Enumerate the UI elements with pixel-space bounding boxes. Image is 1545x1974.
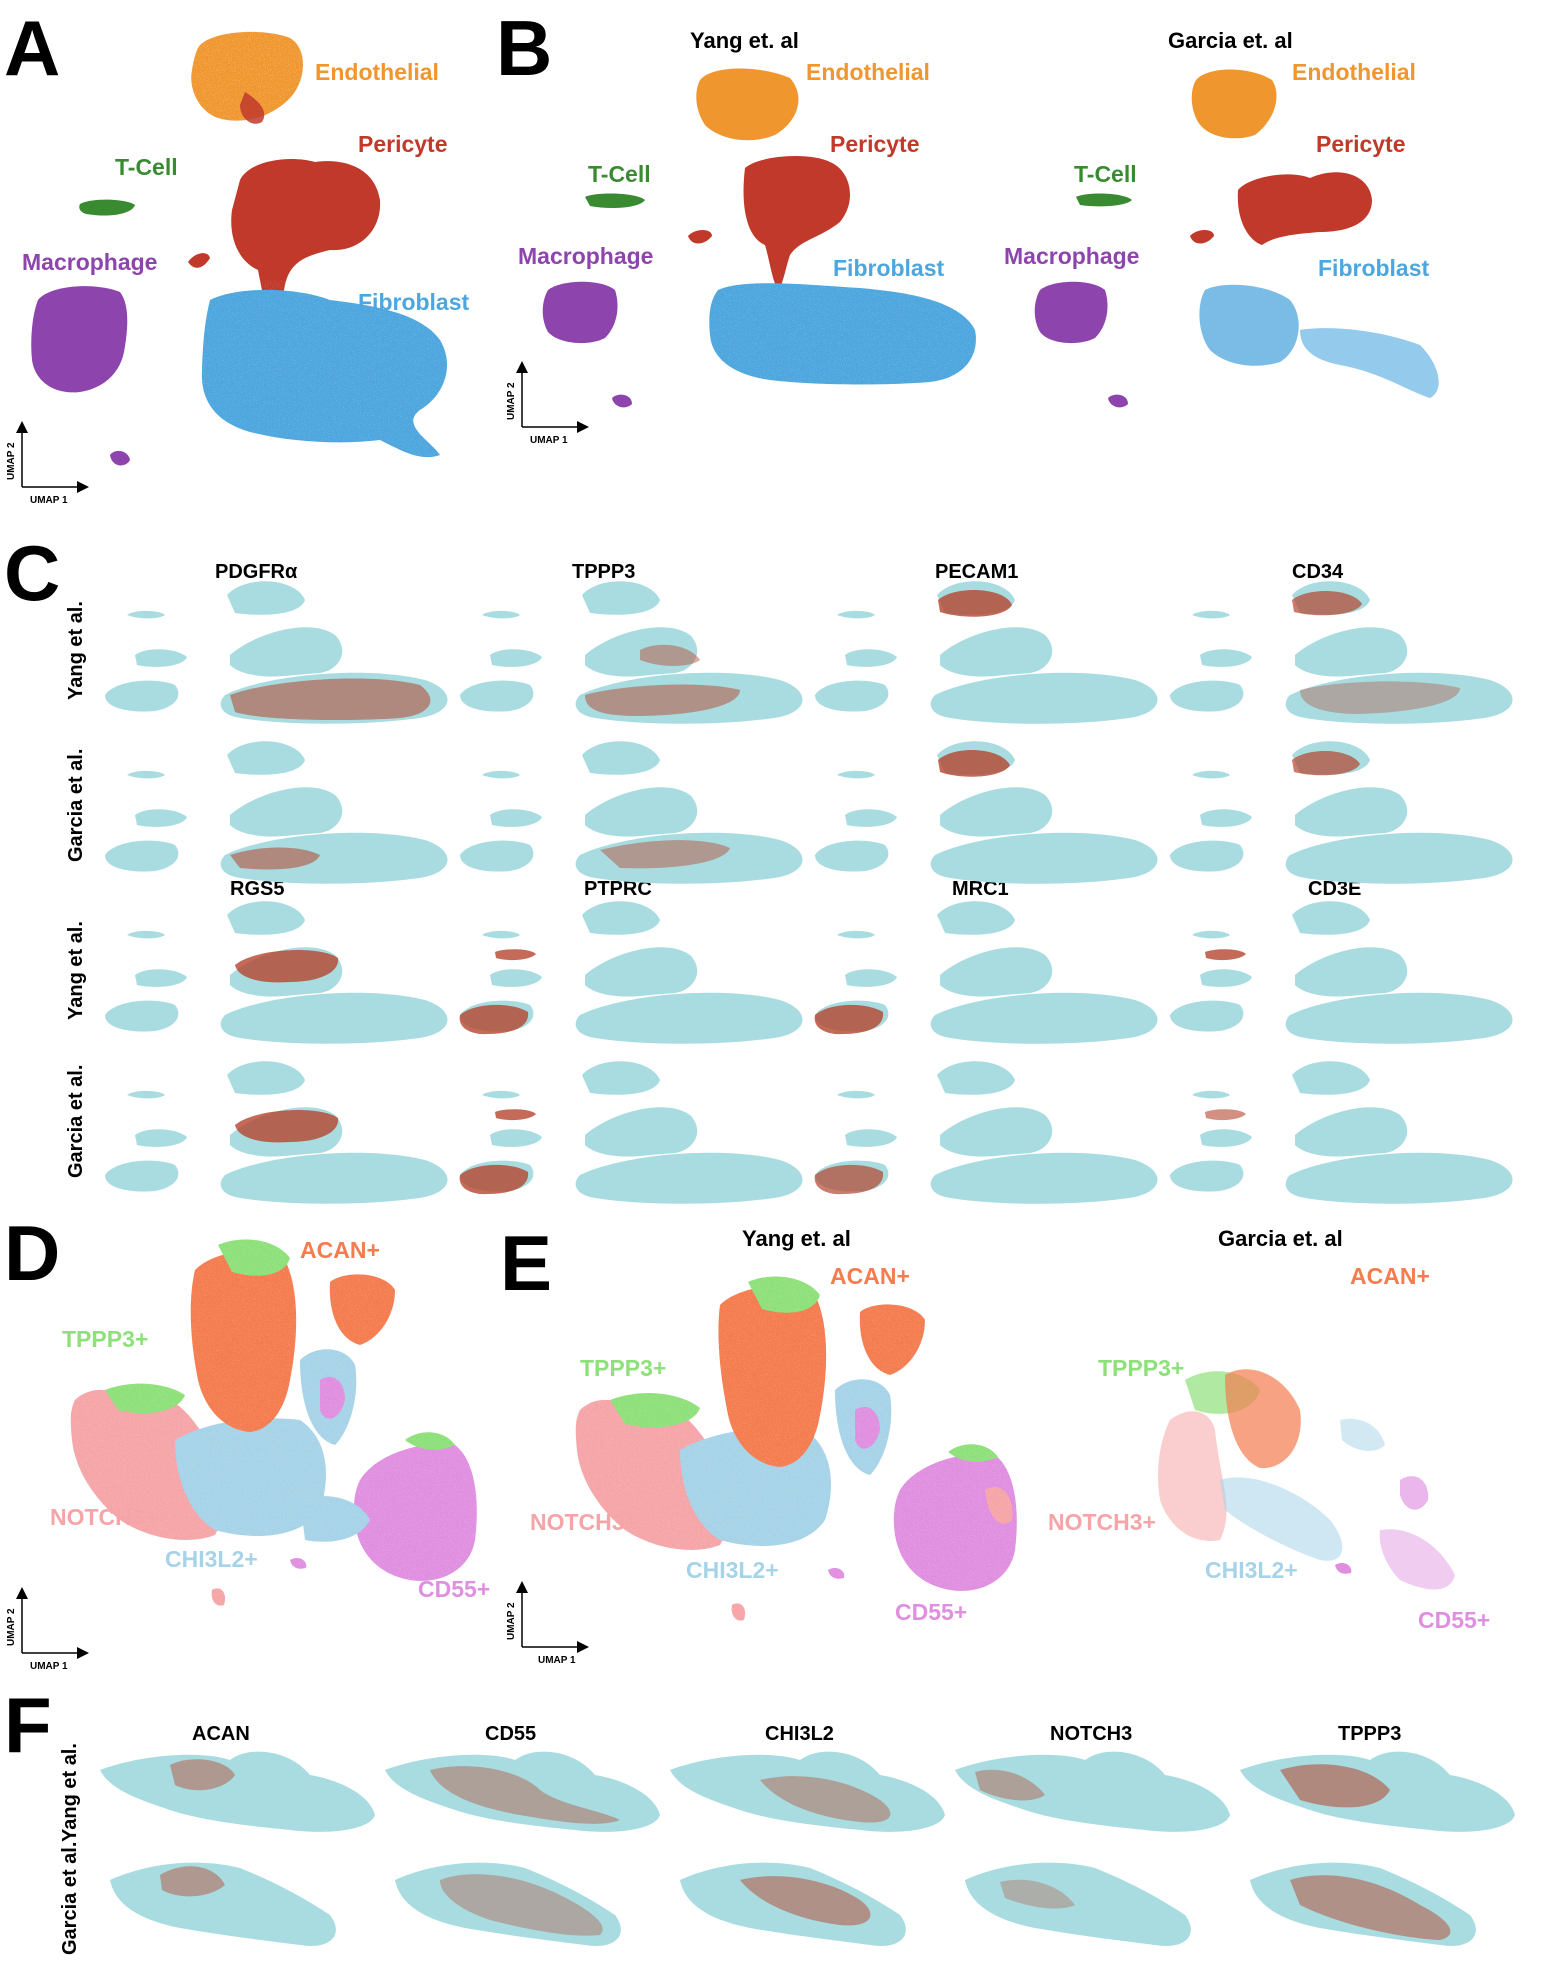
cluster-macrophage [31, 286, 128, 393]
umap-garcia [1034, 69, 1439, 408]
gene-label: CD55 [485, 1723, 536, 1745]
label-b-fibroblast-yang: Fibroblast [833, 255, 945, 281]
axis-indicator-d: UMAP 1 UMAP 2 [6, 1587, 89, 1672]
label-notch3: NOTCH3+ [50, 1504, 158, 1530]
panel-b: B Yang et. al Garcia et. al Endothelial … [496, 4, 1439, 446]
umap-yang [542, 68, 980, 408]
axis-y-label: UMAP 2 [506, 1602, 517, 1640]
cluster-pericyte [231, 159, 381, 318]
panel-f: F ACAN CD55 CHI3L2 NOTCH3 TPPP3 Yang et … [4, 1681, 1515, 1955]
row-label: Yang et al. [59, 1743, 81, 1842]
gene-label: CD3E [1308, 878, 1361, 900]
row-label: Yang et al. [65, 601, 87, 700]
label-tppp3: TPPP3+ [62, 1326, 148, 1352]
label-b-fibroblast-garcia: Fibroblast [1318, 255, 1430, 281]
gene-label: MRC1 [952, 878, 1009, 900]
panel-c: C PDGFRα TPPP3 PECAM1 CD34 RGS5 PTPRC MR… [4, 529, 1513, 1204]
gene-label: CD34 [1292, 561, 1344, 583]
umap-e-yang [570, 1270, 1025, 1630]
row-label: Garcia et al. [59, 1842, 81, 1955]
label-b-tcell-garcia: T-Cell [1074, 161, 1137, 187]
umap-d [70, 1239, 485, 1610]
panel-a: A Endothelial Pericyte T-Cell Macrophage… [4, 4, 470, 506]
label-e-chi3l2-yang: CHI3L2+ [686, 1557, 779, 1583]
gene-label: PTPRC [584, 878, 652, 900]
panel-label-f: F [4, 1681, 52, 1769]
label-e-tppp3-yang: TPPP3+ [580, 1355, 666, 1381]
gene-label: RGS5 [230, 878, 284, 900]
label-e-tppp3-garcia: TPPP3+ [1098, 1355, 1184, 1381]
label-pericyte: Pericyte [358, 131, 448, 157]
axis-x-label: UMAP 1 [538, 1655, 576, 1666]
row-label: Garcia et al. [65, 749, 87, 862]
label-b-macrophage-garcia: Macrophage [1004, 243, 1139, 269]
label-e-notch3-garcia: NOTCH3+ [1048, 1509, 1156, 1535]
dataset-title-yang: Yang et. al [742, 1226, 851, 1251]
label-b-tcell-yang: T-Cell [588, 161, 651, 187]
axis-indicator-a: UMAP 1 UMAP 2 [6, 421, 89, 506]
row-label: Yang et al. [65, 921, 87, 1020]
gene-label: NOTCH3 [1050, 1723, 1132, 1745]
feature-plots-c [105, 581, 1513, 1204]
label-b-pericyte-yang: Pericyte [830, 131, 920, 157]
dataset-title-garcia: Garcia et. al [1218, 1226, 1343, 1251]
axis-indicator-b: UMAP 1 UMAP 2 [506, 361, 589, 446]
label-tcell: T-Cell [115, 154, 178, 180]
dataset-title-garcia: Garcia et. al [1168, 28, 1293, 53]
axis-y-label: UMAP 2 [6, 1608, 17, 1646]
label-endothelial: Endothelial [315, 59, 439, 85]
panel-label-a: A [4, 4, 60, 92]
label-acan: ACAN+ [300, 1237, 380, 1263]
label-b-endothelial-yang: Endothelial [806, 59, 930, 85]
panel-d: D ACAN+ TPPP3+ NOTCH3+ CHI [4, 1209, 490, 1672]
label-e-acan-garcia: ACAN+ [1350, 1263, 1430, 1289]
label-cd55: CD55+ [418, 1576, 490, 1602]
dataset-title-yang: Yang et. al [690, 28, 799, 53]
axis-x-label: UMAP 1 [30, 1661, 68, 1672]
label-e-acan-yang: ACAN+ [830, 1263, 910, 1289]
gene-label: CHI3L2 [765, 1723, 834, 1745]
gene-label: TPPP3 [1338, 1723, 1401, 1745]
label-macrophage: Macrophage [22, 249, 157, 275]
label-chi3l2: CHI3L2+ [165, 1546, 258, 1572]
axis-x-label: UMAP 1 [30, 495, 68, 506]
gene-label: ACAN [192, 1723, 250, 1745]
gene-label: TPPP3 [572, 561, 635, 583]
label-e-chi3l2-garcia: CHI3L2+ [1205, 1557, 1298, 1583]
label-fibroblast: Fibroblast [358, 289, 470, 315]
axis-x-label: UMAP 1 [530, 435, 568, 446]
panel-label-b: B [496, 4, 552, 92]
panel-e: E Yang et. al Garcia et. al ACAN+ TPPP3+… [500, 1219, 1490, 1666]
panel-label-d: D [4, 1209, 60, 1297]
axis-y-label: UMAP 2 [6, 442, 17, 480]
expression-highlights-f [160, 1759, 1451, 1940]
umap-e-garcia [1158, 1369, 1455, 1590]
label-e-cd55-yang: CD55+ [895, 1599, 967, 1625]
row-label: Garcia et al. [65, 1065, 87, 1178]
gene-label: PECAM1 [935, 561, 1018, 583]
panel-label-c: C [4, 529, 60, 617]
gene-label: PDGFRα [215, 561, 298, 583]
label-b-pericyte-garcia: Pericyte [1316, 131, 1406, 157]
label-e-notch3-yang: NOTCH3+ [530, 1509, 638, 1535]
expression-highlights-c [230, 589, 1460, 1195]
axis-y-label: UMAP 2 [506, 382, 517, 420]
cluster-tcell [79, 199, 135, 216]
axis-indicator-e: UMAP 1 UMAP 2 [506, 1581, 589, 1666]
label-b-macrophage-yang: Macrophage [518, 243, 653, 269]
label-e-cd55-garcia: CD55+ [1418, 1607, 1490, 1633]
panel-label-e: E [500, 1219, 552, 1307]
label-b-endothelial-garcia: Endothelial [1292, 59, 1416, 85]
